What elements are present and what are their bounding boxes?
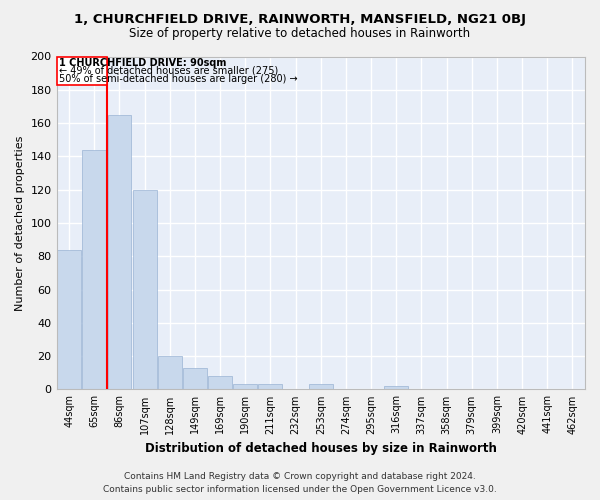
Text: Size of property relative to detached houses in Rainworth: Size of property relative to detached ho…: [130, 28, 470, 40]
Text: 50% of semi-detached houses are larger (280) →: 50% of semi-detached houses are larger (…: [59, 74, 297, 84]
Bar: [259, 384, 283, 390]
Text: Contains HM Land Registry data © Crown copyright and database right 2024.
Contai: Contains HM Land Registry data © Crown c…: [103, 472, 497, 494]
Bar: [208, 376, 232, 390]
Bar: [158, 356, 182, 390]
Bar: [233, 384, 257, 390]
Text: 1 CHURCHFIELD DRIVE: 90sqm: 1 CHURCHFIELD DRIVE: 90sqm: [59, 58, 226, 68]
Bar: [57, 250, 81, 390]
Text: 1, CHURCHFIELD DRIVE, RAINWORTH, MANSFIELD, NG21 0BJ: 1, CHURCHFIELD DRIVE, RAINWORTH, MANSFIE…: [74, 12, 526, 26]
Bar: [107, 115, 131, 390]
Bar: [385, 386, 408, 390]
Bar: [309, 384, 333, 390]
X-axis label: Distribution of detached houses by size in Rainworth: Distribution of detached houses by size …: [145, 442, 497, 455]
FancyBboxPatch shape: [56, 56, 107, 85]
Bar: [133, 190, 157, 390]
Bar: [82, 150, 106, 390]
Text: ← 49% of detached houses are smaller (275): ← 49% of detached houses are smaller (27…: [59, 66, 278, 76]
Y-axis label: Number of detached properties: Number of detached properties: [15, 136, 25, 310]
Bar: [183, 368, 207, 390]
